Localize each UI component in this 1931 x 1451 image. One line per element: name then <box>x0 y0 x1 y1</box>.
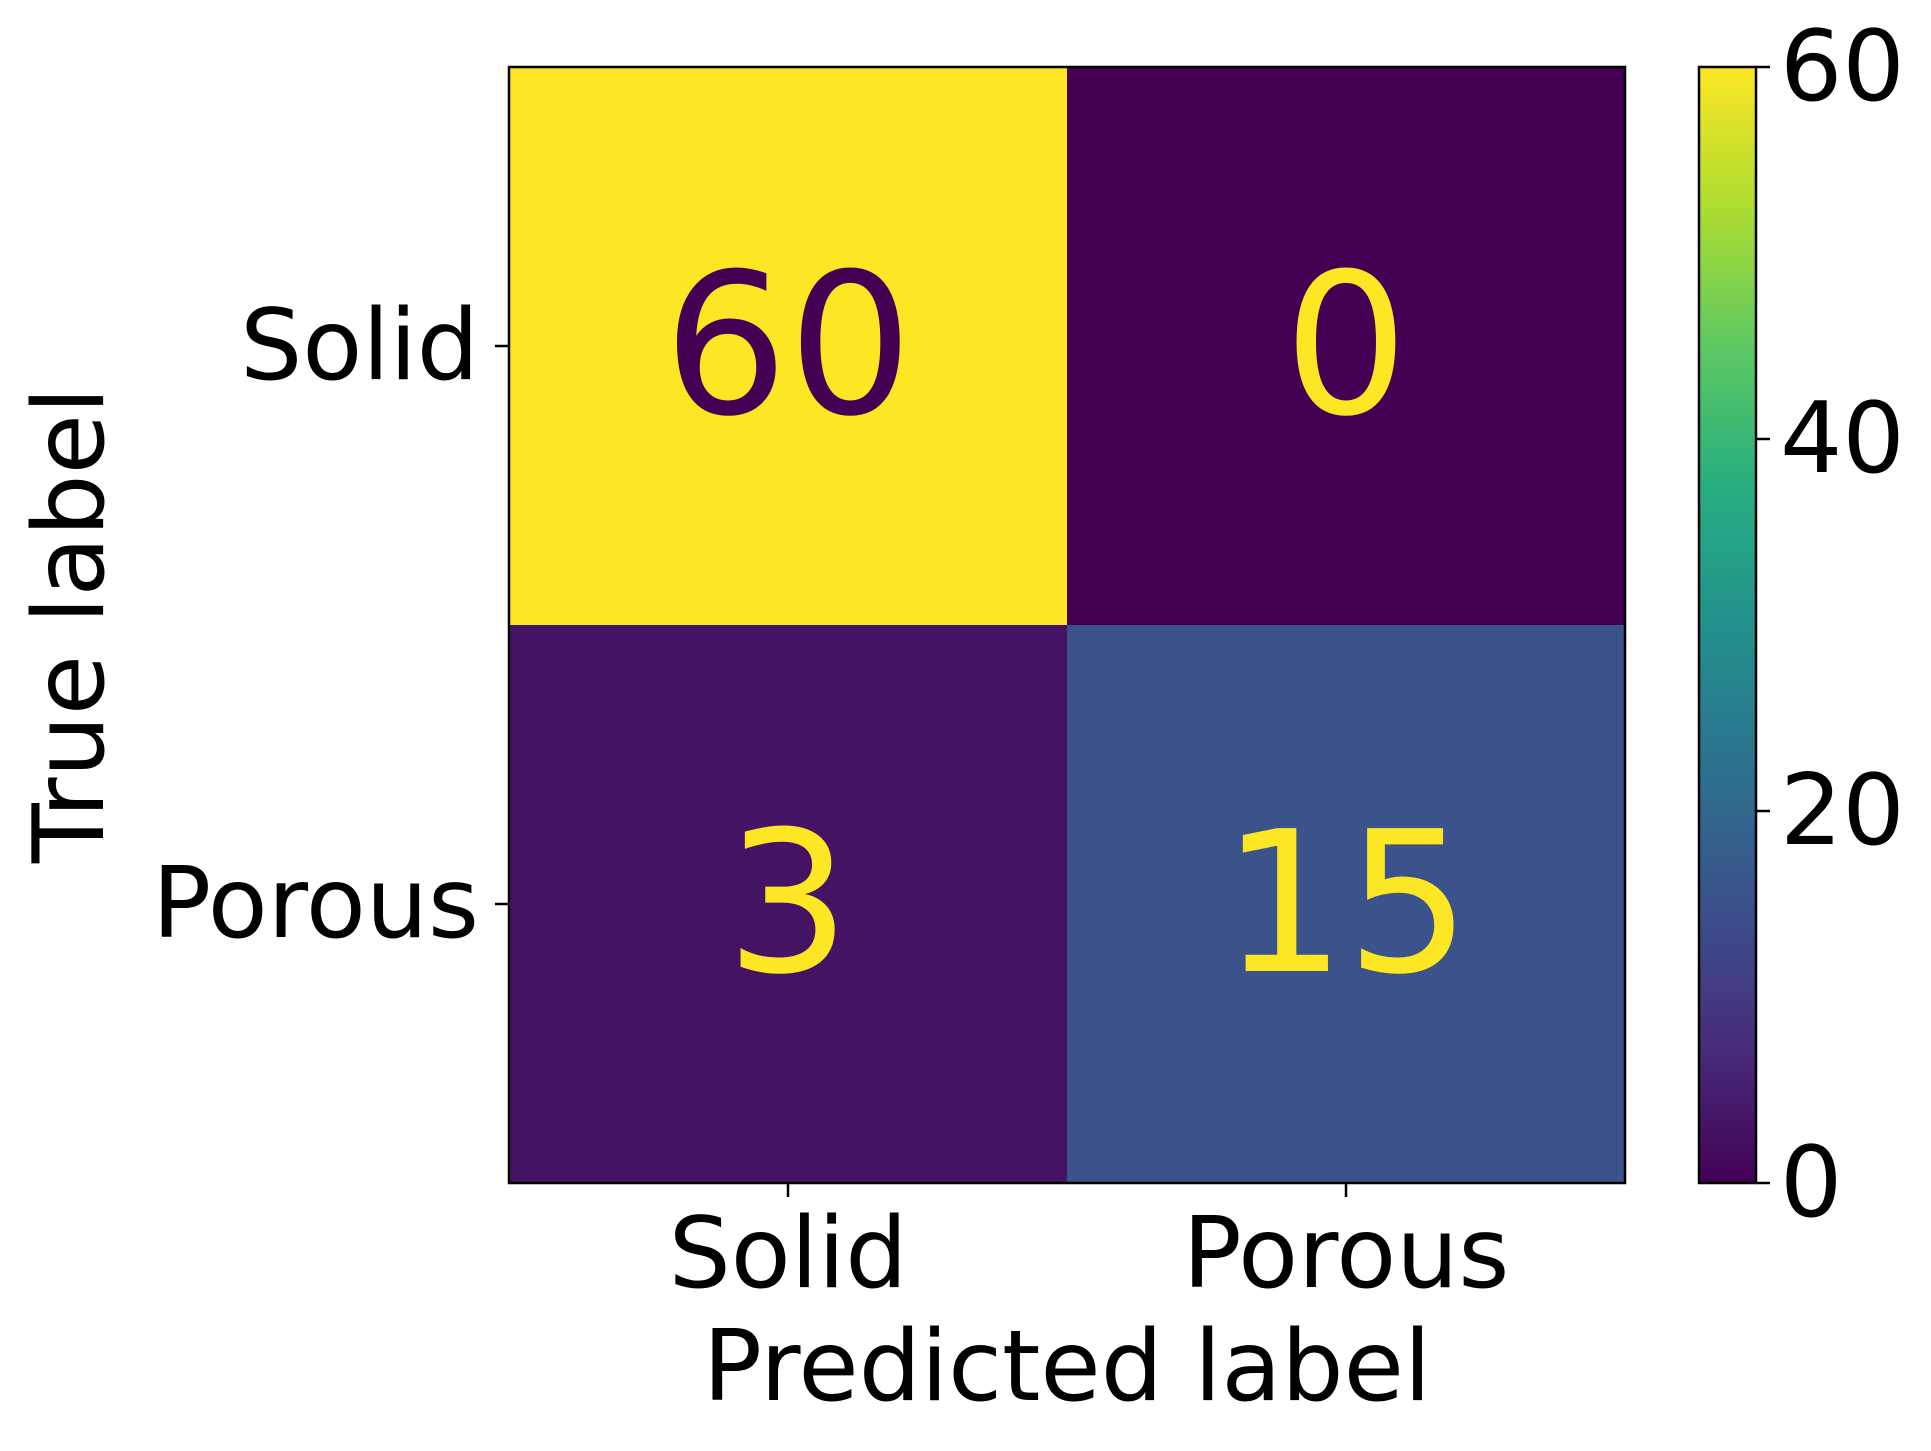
colorbar-tick-label: 60 <box>1780 10 1905 124</box>
heatmap-cells <box>509 67 1625 1183</box>
x-tick-label: Porous <box>1183 1197 1510 1311</box>
heatmap-cell <box>509 625 1067 1183</box>
y-axis-label: True label <box>13 387 127 864</box>
colorbar-tick-label: 40 <box>1780 382 1905 496</box>
x-tick-label: Solid <box>669 1197 908 1311</box>
plot-frame <box>507 65 1627 1185</box>
cell-value-label: 15 <box>1221 790 1470 1018</box>
y-tick-label: Solid <box>240 289 479 403</box>
colorbar-tick-label: 20 <box>1780 754 1905 868</box>
cell-value-label: 0 <box>1284 232 1409 460</box>
cell-value-labels: 60 0 3 15 <box>663 232 1470 1018</box>
y-tick-label: Porous <box>152 847 479 961</box>
heatmap-cell <box>1067 67 1625 625</box>
x-axis-label: Predicted label <box>703 1310 1431 1424</box>
cell-value-label: 60 <box>663 232 912 460</box>
y-axis-ticks: Solid Porous <box>152 289 509 961</box>
cell-value-label: 3 <box>726 790 851 1018</box>
x-axis-ticks: Solid Porous <box>669 1183 1510 1311</box>
colorbar <box>1697 65 1758 1185</box>
heatmap-cell <box>509 67 1067 625</box>
heatmap-cell <box>1067 625 1625 1183</box>
colorbar-tick-label: 0 <box>1780 1126 1842 1240</box>
colorbar-ticks: 0 20 40 60 <box>1756 10 1905 1240</box>
